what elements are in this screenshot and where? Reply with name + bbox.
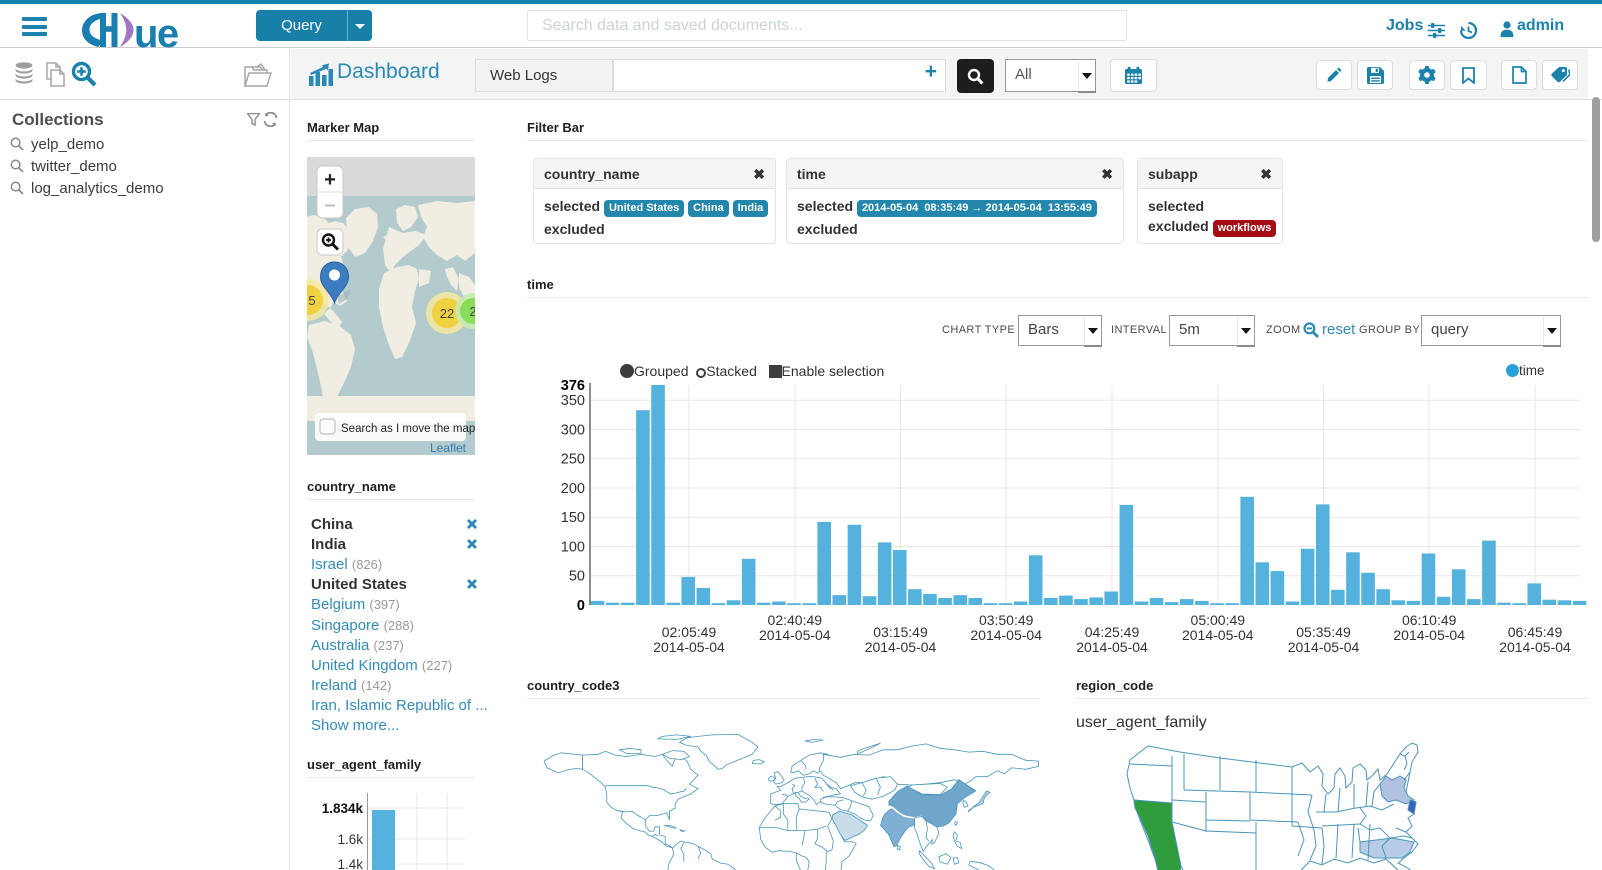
svg-text:2014-05-04: 2014-05-04 <box>1182 627 1254 643</box>
svg-text:02:05:49: 02:05:49 <box>662 624 717 640</box>
svg-text:2014-05-04: 2014-05-04 <box>970 627 1042 643</box>
svg-text:06:45:49: 06:45:49 <box>1508 624 1563 640</box>
svg-text:05:00:49: 05:00:49 <box>1191 612 1246 628</box>
svg-text:50: 50 <box>569 569 585 585</box>
svg-text:2014-05-04: 2014-05-04 <box>1076 639 1148 655</box>
svg-text:350: 350 <box>561 393 585 409</box>
svg-text:Search as I move the map: Search as I move the map <box>341 423 475 435</box>
svg-text:06:10:49: 06:10:49 <box>1402 612 1457 628</box>
svg-text:1.834k: 1.834k <box>322 801 364 816</box>
svg-text:03:15:49: 03:15:49 <box>873 624 928 640</box>
svg-text:ue: ue <box>134 12 178 49</box>
svg-text:2014-05-04: 2014-05-04 <box>1288 639 1360 655</box>
svg-text:100: 100 <box>561 540 585 556</box>
svg-text:376: 376 <box>561 378 585 394</box>
svg-text:1.6k: 1.6k <box>337 832 363 847</box>
svg-text:2014-05-04: 2014-05-04 <box>1393 627 1465 643</box>
svg-text:300: 300 <box>561 423 585 439</box>
svg-text:05:35:49: 05:35:49 <box>1296 624 1351 640</box>
svg-text:2014-05-04: 2014-05-04 <box>1499 639 1571 655</box>
svg-text:2014-05-04: 2014-05-04 <box>865 639 937 655</box>
svg-text:2: 2 <box>469 304 475 319</box>
svg-text:Leaflet: Leaflet <box>430 441 467 455</box>
svg-text:2014-05-04: 2014-05-04 <box>759 627 831 643</box>
svg-text:22: 22 <box>440 306 454 321</box>
svg-text:250: 250 <box>561 452 585 468</box>
svg-text:5: 5 <box>308 293 315 308</box>
svg-text:02:40:49: 02:40:49 <box>768 612 823 628</box>
svg-text:–: – <box>324 194 335 216</box>
svg-text:0: 0 <box>577 598 585 614</box>
svg-text:+: + <box>324 169 336 191</box>
svg-text:04:25:49: 04:25:49 <box>1085 624 1140 640</box>
svg-text:150: 150 <box>561 510 585 526</box>
svg-text:200: 200 <box>561 481 585 497</box>
svg-text:2014-05-04: 2014-05-04 <box>653 639 725 655</box>
svg-text:1.4k: 1.4k <box>337 857 363 870</box>
svg-text:03:50:49: 03:50:49 <box>979 612 1034 628</box>
